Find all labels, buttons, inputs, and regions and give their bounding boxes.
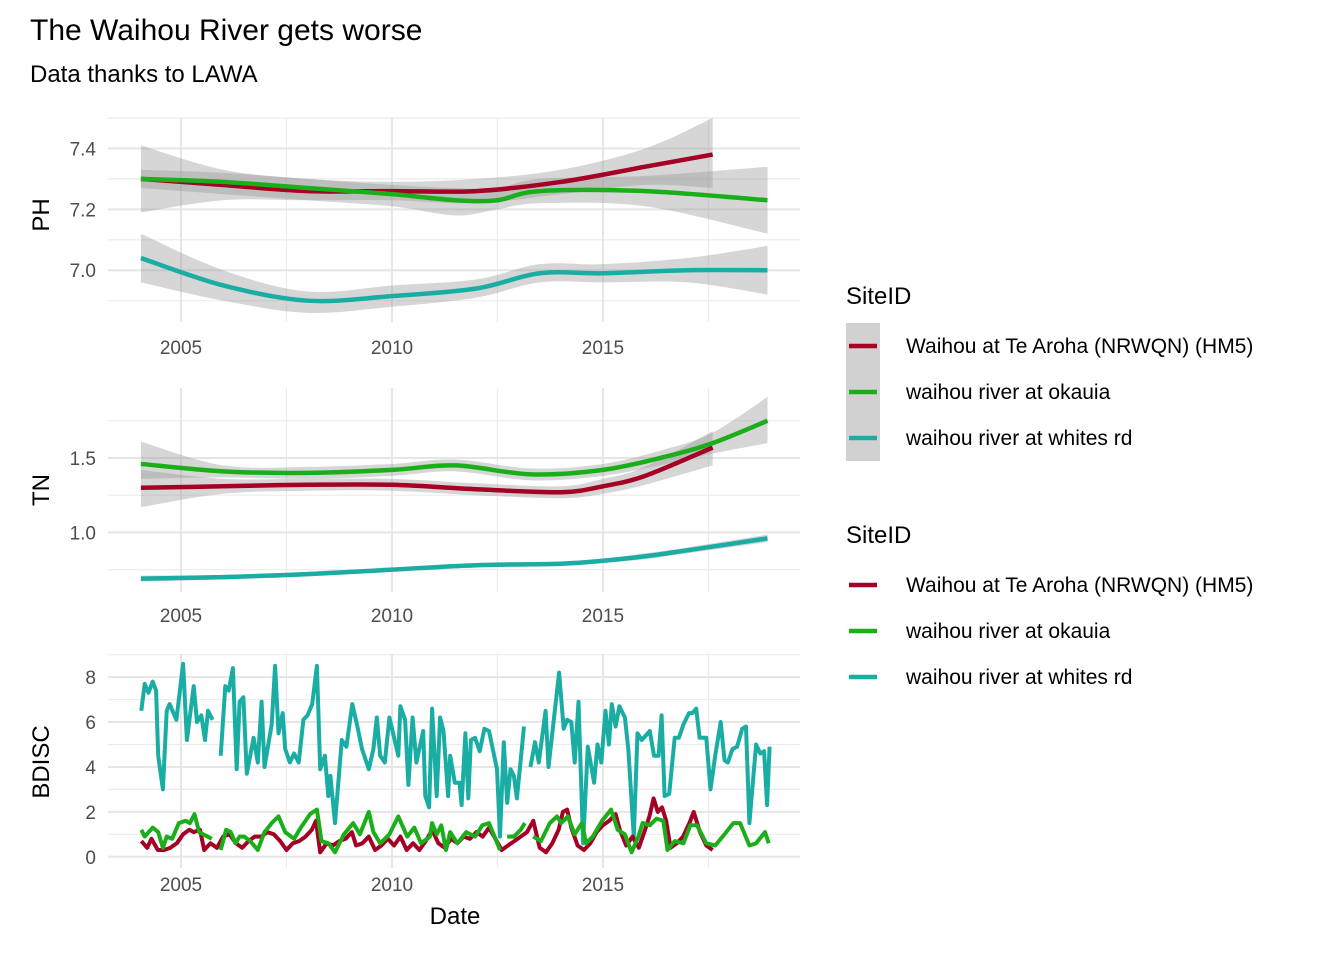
- legend-title: SiteID: [846, 283, 911, 310]
- smooth-line: [140, 445, 714, 495]
- x-tick-label: 2015: [582, 606, 624, 627]
- series-line: [139, 661, 772, 846]
- legend-1: SiteID Waihou at Te Aroha (NRWQN) (HM5) wa…: [846, 283, 1253, 461]
- series-line: [139, 807, 771, 855]
- y-axis-title: PH: [28, 198, 55, 231]
- legends: SiteID Waihou at Te Aroha (NRWQN) (HM5) wa…: [846, 283, 1253, 689]
- y-tick-label: 1.5: [70, 449, 96, 470]
- y-tick-label: 4: [85, 758, 96, 779]
- x-tick-label: 2015: [582, 338, 624, 359]
- x-tick-label: 2005: [160, 338, 202, 359]
- y-tick-label: 7.0: [70, 261, 96, 282]
- y-tick-label: 2: [85, 803, 96, 824]
- legend-label: Waihou at Te Aroha (NRWQN) (HM5): [906, 574, 1253, 597]
- y-axis-title: TN: [28, 474, 55, 506]
- x-tick-label: 2010: [371, 606, 413, 627]
- chart-title: The Waihou River gets worse: [30, 14, 422, 47]
- x-axis-title: Date: [430, 903, 481, 930]
- smooth-line: [140, 255, 768, 304]
- confidence-ribbon: [140, 233, 768, 314]
- y-tick-label: 6: [85, 713, 96, 734]
- panel-bdisc: 0 2 4 6 8 2005 2010 2015 BDISC: [28, 654, 800, 896]
- x-tick-label: 2010: [371, 875, 413, 896]
- legend-label: waihou river at okauia: [905, 620, 1111, 643]
- y-tick-label: 7.2: [70, 200, 96, 221]
- legend-label: Waihou at Te Aroha (NRWQN) (HM5): [906, 335, 1253, 358]
- legend-2: SiteID Waihou at Te Aroha (NRWQN) (HM5) wa…: [846, 522, 1253, 689]
- x-tick-label: 2015: [582, 875, 624, 896]
- confidence-ribbon: [140, 431, 713, 508]
- x-tick-label: 2005: [160, 606, 202, 627]
- y-tick-label: 8: [85, 668, 96, 689]
- panel-ph: 7.0 7.2 7.4 2005 2010 2015 PH: [28, 117, 800, 359]
- chart-subtitle: Data thanks to LAWA: [30, 61, 258, 88]
- x-tick-label: 2010: [371, 338, 413, 359]
- smooth-line: [140, 418, 769, 477]
- legend-label: waihou river at whites rd: [905, 666, 1132, 689]
- y-tick-label: 0: [85, 848, 96, 869]
- legend-title: SiteID: [846, 522, 911, 549]
- y-tick-label: 1.0: [70, 523, 96, 544]
- smooth-line: [140, 176, 768, 204]
- smooth-line: [140, 152, 714, 194]
- y-tick-label: 7.4: [70, 139, 97, 160]
- legend-label: waihou river at whites rd: [905, 427, 1132, 450]
- y-axis-title: BDISC: [28, 725, 55, 798]
- x-tick-label: 2005: [160, 875, 202, 896]
- smooth-line: [140, 536, 768, 581]
- legend-label: waihou river at okauia: [905, 381, 1111, 404]
- panel-tn: 1.0 1.5 2005 2010 2015 TN: [28, 388, 800, 627]
